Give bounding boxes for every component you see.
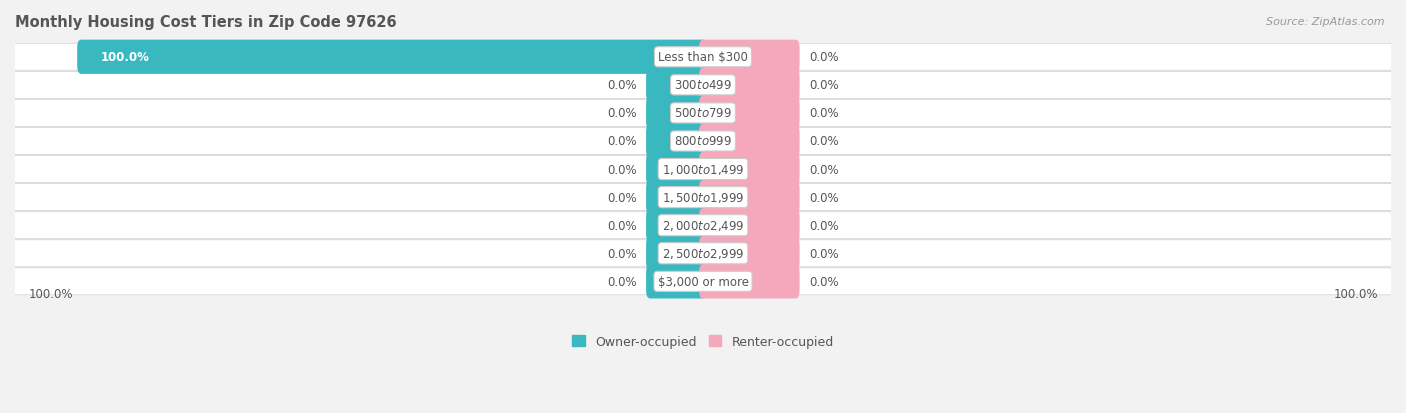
Text: $3,000 or more: $3,000 or more [658, 275, 748, 288]
Text: 0.0%: 0.0% [808, 219, 838, 232]
Text: 100.0%: 100.0% [28, 287, 73, 300]
Text: 0.0%: 0.0% [607, 219, 637, 232]
Text: 0.0%: 0.0% [808, 163, 838, 176]
FancyBboxPatch shape [14, 100, 1392, 127]
FancyBboxPatch shape [647, 265, 707, 299]
Text: 0.0%: 0.0% [607, 247, 637, 260]
Text: 0.0%: 0.0% [808, 79, 838, 92]
FancyBboxPatch shape [647, 209, 707, 243]
Text: 0.0%: 0.0% [607, 79, 637, 92]
FancyBboxPatch shape [14, 72, 1392, 99]
FancyBboxPatch shape [699, 265, 800, 299]
Text: 100.0%: 100.0% [101, 51, 150, 64]
Text: 0.0%: 0.0% [808, 191, 838, 204]
Text: Source: ZipAtlas.com: Source: ZipAtlas.com [1267, 17, 1385, 26]
FancyBboxPatch shape [647, 125, 707, 159]
Text: 0.0%: 0.0% [808, 51, 838, 64]
FancyBboxPatch shape [699, 97, 800, 131]
FancyBboxPatch shape [699, 152, 800, 187]
Text: $300 to $499: $300 to $499 [673, 79, 733, 92]
Legend: Owner-occupied, Renter-occupied: Owner-occupied, Renter-occupied [568, 330, 838, 353]
FancyBboxPatch shape [699, 180, 800, 215]
Text: 0.0%: 0.0% [808, 135, 838, 148]
FancyBboxPatch shape [14, 184, 1392, 211]
FancyBboxPatch shape [14, 212, 1392, 239]
FancyBboxPatch shape [14, 240, 1392, 267]
Text: 0.0%: 0.0% [808, 247, 838, 260]
Text: 0.0%: 0.0% [607, 107, 637, 120]
Text: Less than $300: Less than $300 [658, 51, 748, 64]
Text: $1,500 to $1,999: $1,500 to $1,999 [662, 191, 744, 204]
Text: 0.0%: 0.0% [808, 107, 838, 120]
FancyBboxPatch shape [699, 237, 800, 271]
Text: $500 to $799: $500 to $799 [673, 107, 733, 120]
FancyBboxPatch shape [77, 40, 707, 75]
FancyBboxPatch shape [14, 44, 1392, 71]
Text: 0.0%: 0.0% [607, 275, 637, 288]
FancyBboxPatch shape [647, 180, 707, 215]
FancyBboxPatch shape [699, 69, 800, 103]
FancyBboxPatch shape [647, 152, 707, 187]
Text: 0.0%: 0.0% [607, 163, 637, 176]
Text: 0.0%: 0.0% [607, 135, 637, 148]
Text: $2,000 to $2,499: $2,000 to $2,499 [662, 218, 744, 233]
FancyBboxPatch shape [647, 237, 707, 271]
FancyBboxPatch shape [647, 97, 707, 131]
FancyBboxPatch shape [699, 209, 800, 243]
FancyBboxPatch shape [699, 40, 800, 75]
FancyBboxPatch shape [699, 125, 800, 159]
FancyBboxPatch shape [647, 69, 707, 103]
Text: 100.0%: 100.0% [1333, 287, 1378, 300]
Text: $2,500 to $2,999: $2,500 to $2,999 [662, 247, 744, 261]
FancyBboxPatch shape [14, 268, 1392, 295]
FancyBboxPatch shape [14, 156, 1392, 183]
FancyBboxPatch shape [14, 128, 1392, 155]
Text: $1,000 to $1,499: $1,000 to $1,499 [662, 163, 744, 177]
Text: 0.0%: 0.0% [607, 191, 637, 204]
Text: $800 to $999: $800 to $999 [673, 135, 733, 148]
Text: Monthly Housing Cost Tiers in Zip Code 97626: Monthly Housing Cost Tiers in Zip Code 9… [15, 15, 396, 30]
Text: 0.0%: 0.0% [808, 275, 838, 288]
